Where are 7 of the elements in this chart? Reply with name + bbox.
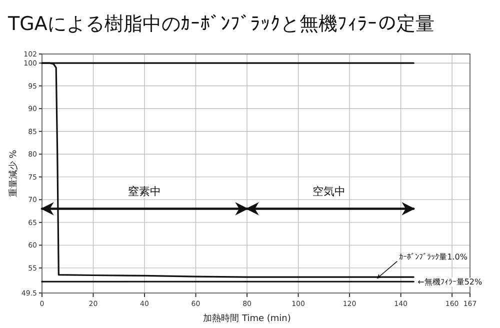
chart-title: TGAによる樹脂中のｶｰﾎﾞﾝﾌﾞﾗｯｸと無機ﾌｨﾗｰの定量 — [7, 13, 434, 35]
annotation: ｶｰﾎﾞﾝﾌﾞﾗｯｸ量1.0% — [399, 252, 468, 262]
x-axis-title: 加熱時間 Time (min) — [203, 313, 291, 324]
annotation: 窒素中 — [128, 184, 162, 198]
y-axis-title: 重量減少 % — [8, 149, 19, 198]
annotation: 空気中 — [312, 184, 346, 198]
annotation: ←無機ﾌｨﾗｰ量52% — [418, 278, 482, 287]
